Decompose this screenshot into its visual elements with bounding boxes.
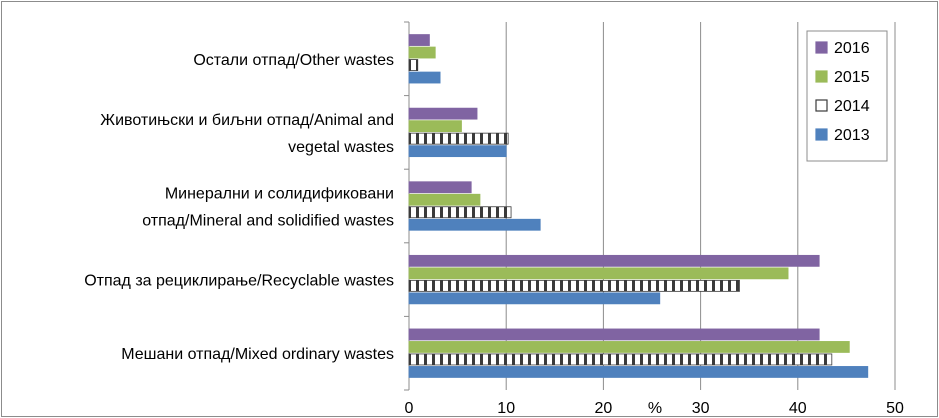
legend-label-2016: 2016: [834, 40, 870, 57]
bar-2016: [409, 108, 477, 119]
legend-swatch-2016: [816, 42, 827, 53]
bar-2013: [409, 293, 660, 304]
category-label: Остали отпад/Other wastes: [193, 52, 394, 69]
bar-2014: [409, 280, 739, 291]
x-axis-title: %: [648, 400, 662, 417]
legend-label-2015: 2015: [834, 69, 870, 86]
bar-2014: [409, 207, 511, 218]
bar-2015: [409, 341, 849, 352]
x-tick-label: 10: [497, 400, 515, 417]
bar-2014: [409, 354, 832, 365]
legend-label-2014: 2014: [834, 98, 870, 115]
legend-swatch-2014: [816, 100, 827, 111]
x-tick-label: 20: [595, 400, 613, 417]
category-label: отпад/Mineral and solidified wastes: [142, 213, 394, 230]
category-label: Минерални и солидификовани: [165, 186, 394, 203]
x-tick-label: 30: [692, 400, 710, 417]
bar-2013: [409, 146, 506, 157]
x-tick-label: 40: [789, 400, 807, 417]
bar-2016: [409, 255, 819, 266]
bar-2016: [409, 35, 429, 46]
x-tick-label: 50: [886, 400, 904, 417]
bar-2015: [409, 121, 461, 132]
bar-2015: [409, 268, 788, 279]
category-label: vegetal wastes: [288, 139, 394, 156]
bar-2013: [409, 72, 440, 83]
bar-2016: [409, 182, 471, 193]
bar-2015: [409, 194, 480, 205]
legend-swatch-2013: [816, 129, 827, 140]
bar-2013: [409, 366, 868, 377]
legend-swatch-2015: [816, 71, 827, 82]
x-tick-label: 0: [405, 400, 414, 417]
bar-2015: [409, 47, 435, 58]
legend: 2016 2015 2014 2013: [807, 31, 887, 161]
category-label: Мешани отпад/Mixed ordinary wastes: [121, 346, 394, 363]
category-label: Отпад за рециклирање/Recyclable wastes: [84, 273, 394, 290]
bar-2013: [409, 219, 540, 230]
legend-label-2013: 2013: [834, 127, 870, 144]
bar-2014: [409, 133, 508, 144]
bar-2016: [409, 329, 819, 340]
bar-2014: [409, 60, 418, 71]
category-label: Животињски и биљни отпад/Animal and: [100, 112, 394, 129]
